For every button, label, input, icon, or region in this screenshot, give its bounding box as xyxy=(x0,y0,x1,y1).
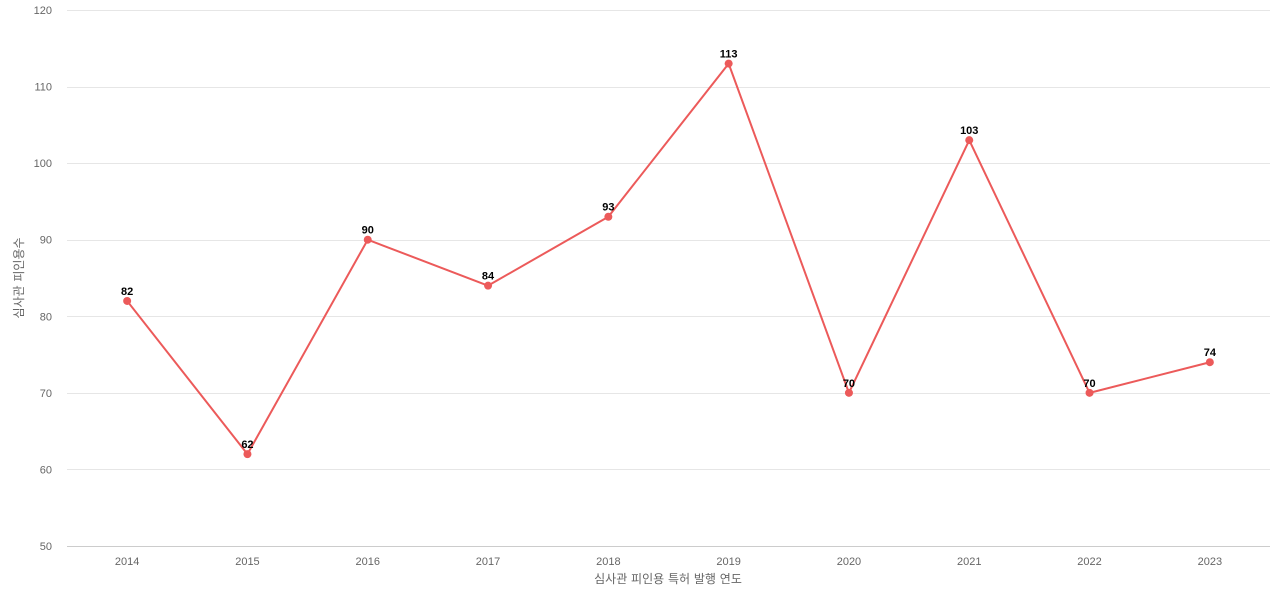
data-label: 84 xyxy=(482,271,495,283)
y-tick-label: 60 xyxy=(40,464,52,476)
x-axis-ticks: 2014 2015 2016 2017 2018 2019 2020 2021 2022 2023 xyxy=(115,556,1222,568)
x-tick-label: 2022 xyxy=(1077,556,1101,568)
x-tick-label: 2016 xyxy=(356,556,380,568)
y-axis-title: 심사관 피인용수 xyxy=(12,237,26,318)
data-point[interactable] xyxy=(604,212,613,221)
y-tick-label: 50 xyxy=(40,541,52,553)
x-tick-label: 2014 xyxy=(115,556,139,568)
y-tick-label: 90 xyxy=(40,235,52,247)
data-point[interactable] xyxy=(965,136,974,145)
x-tick-label: 2023 xyxy=(1198,556,1222,568)
y-tick-label: 80 xyxy=(40,311,52,323)
y-tick-label: 110 xyxy=(34,82,52,94)
data-label: 103 xyxy=(960,125,978,137)
x-tick-label: 2021 xyxy=(957,556,981,568)
data-label: 62 xyxy=(241,439,253,451)
data-point[interactable] xyxy=(243,450,252,459)
x-axis-title: 심사관 피인용 특허 발행 연도 xyxy=(594,571,742,586)
data-label: 70 xyxy=(1083,378,1095,390)
data-label: 113 xyxy=(720,49,738,61)
data-point[interactable] xyxy=(484,281,493,290)
data-point[interactable] xyxy=(1085,388,1094,397)
gridlines xyxy=(67,10,1270,470)
series-group: 82 62 90 84 93 113 70 103 70 74 xyxy=(121,49,1217,459)
data-label: 82 xyxy=(121,286,133,298)
x-tick-label: 2019 xyxy=(716,556,740,568)
x-tick-label: 2018 xyxy=(596,556,620,568)
data-label: 93 xyxy=(602,202,614,214)
data-label: 90 xyxy=(362,225,374,237)
x-tick-label: 2015 xyxy=(235,556,259,568)
data-point[interactable] xyxy=(363,235,372,244)
x-tick-label: 2017 xyxy=(476,556,500,568)
y-tick-label: 100 xyxy=(34,158,52,170)
y-tick-label: 70 xyxy=(40,388,52,400)
data-point[interactable] xyxy=(1205,358,1214,367)
series-line xyxy=(126,62,1211,456)
data-label: 74 xyxy=(1204,347,1217,359)
y-tick-label: 120 xyxy=(34,5,52,17)
x-tick-label: 2020 xyxy=(837,556,861,568)
data-point[interactable] xyxy=(844,388,853,397)
y-axis-ticks: 50 60 70 80 90 100 110 120 xyxy=(34,5,52,553)
data-point[interactable] xyxy=(724,59,733,68)
data-label: 70 xyxy=(843,378,855,390)
data-point[interactable] xyxy=(123,296,132,305)
